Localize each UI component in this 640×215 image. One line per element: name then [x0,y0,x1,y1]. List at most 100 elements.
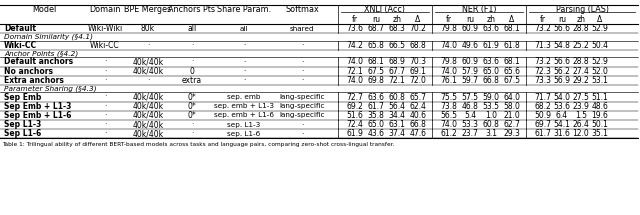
Text: ru: ru [466,15,474,24]
Text: Table 1: Trilingual ability of different BERT-based models across tasks and lang: Table 1: Trilingual ability of different… [2,142,394,147]
Text: fr: fr [352,15,358,24]
Text: ·: · [104,102,106,111]
Text: ·: · [104,76,106,85]
Text: fr: fr [446,15,452,24]
Text: 6.4: 6.4 [556,111,568,120]
Text: ·: · [147,76,149,85]
Text: 46.8: 46.8 [461,102,479,111]
Text: Sep Emb + L1-3: Sep Emb + L1-3 [4,102,72,111]
Text: XNLI (Acc): XNLI (Acc) [365,5,406,14]
Text: 74.2: 74.2 [347,41,364,50]
Text: 71.3: 71.3 [534,41,552,50]
Text: ·: · [191,57,193,66]
Text: 35.1: 35.1 [591,129,609,138]
Text: 68.8: 68.8 [410,41,426,50]
Text: 53.5: 53.5 [483,102,499,111]
Text: ·: · [301,77,303,83]
Text: 72.1: 72.1 [388,76,405,85]
Text: 54.8: 54.8 [554,41,570,50]
Text: 51.1: 51.1 [591,93,609,102]
Text: ru: ru [558,15,566,24]
Text: 62.4: 62.4 [410,102,426,111]
Text: ·: · [243,42,245,48]
Text: extra: extra [182,76,202,85]
Text: 68.3: 68.3 [388,24,405,33]
Text: 75.5: 75.5 [440,93,458,102]
Text: 23.7: 23.7 [461,129,479,138]
Text: 74.0: 74.0 [440,67,458,76]
Text: 79.8: 79.8 [440,57,458,66]
Text: Domain: Domain [90,5,121,14]
Text: 60.8: 60.8 [483,120,499,129]
Text: Wiki-CC: Wiki-CC [90,41,120,50]
Text: ·: · [301,122,303,128]
Text: 74.0: 74.0 [440,120,458,129]
Text: 21.0: 21.0 [504,111,520,120]
Text: lang-specific: lang-specific [279,94,324,100]
Text: ·: · [104,67,106,76]
Text: 63.6: 63.6 [367,93,385,102]
Text: 61.7: 61.7 [534,129,552,138]
Text: 69.1: 69.1 [410,67,426,76]
Text: 73.2: 73.2 [534,24,552,33]
Text: 67.5: 67.5 [367,67,385,76]
Text: 28.8: 28.8 [573,57,589,66]
Text: Sep L1-3: Sep L1-3 [4,120,41,129]
Text: sep. L1-3: sep. L1-3 [227,122,260,128]
Text: 65.6: 65.6 [504,67,520,76]
Text: 56.6: 56.6 [554,57,570,66]
Text: 40k/40k: 40k/40k [132,57,164,66]
Text: 80k: 80k [141,24,155,33]
Text: zh: zh [577,15,586,24]
Text: zh: zh [392,15,401,24]
Text: 66.8: 66.8 [483,76,499,85]
Text: 57.9: 57.9 [461,67,479,76]
Text: 65.0: 65.0 [483,67,499,76]
Text: 56.6: 56.6 [554,24,570,33]
Text: 73.8: 73.8 [440,102,458,111]
Text: No anchors: No anchors [4,67,53,76]
Text: 29.3: 29.3 [504,129,520,138]
Text: 3.1: 3.1 [485,129,497,138]
Text: 35.8: 35.8 [367,111,385,120]
Text: ·: · [104,129,106,138]
Text: Sep L1-6: Sep L1-6 [4,129,41,138]
Text: ·: · [301,42,303,48]
Text: 68.1: 68.1 [504,57,520,66]
Text: ·: · [147,41,149,50]
Text: Default: Default [4,24,36,33]
Text: 73.2: 73.2 [534,57,552,66]
Text: 37.4: 37.4 [388,129,406,138]
Text: 56.2: 56.2 [554,67,570,76]
Text: NER (F1): NER (F1) [461,5,496,14]
Text: 69.8: 69.8 [367,76,385,85]
Text: ·: · [191,120,193,129]
Text: 61.9: 61.9 [483,41,499,50]
Text: 72.1: 72.1 [347,67,364,76]
Text: 57.5: 57.5 [461,93,479,102]
Text: 72.4: 72.4 [347,120,364,129]
Text: 28.8: 28.8 [573,24,589,33]
Text: 59.7: 59.7 [461,76,479,85]
Text: 23.9: 23.9 [573,102,589,111]
Text: 66.8: 66.8 [410,120,426,129]
Text: 65.7: 65.7 [410,93,426,102]
Text: 60.8: 60.8 [388,93,405,102]
Text: ·: · [104,120,106,129]
Text: Parsing (LAS): Parsing (LAS) [556,5,609,14]
Text: 74.0: 74.0 [346,57,364,66]
Text: 61.2: 61.2 [440,129,458,138]
Text: ·: · [191,129,193,138]
Text: 40k/40k: 40k/40k [132,111,164,120]
Text: 48.6: 48.6 [591,102,609,111]
Text: 67.7: 67.7 [388,67,406,76]
Text: 68.1: 68.1 [504,24,520,33]
Text: 64.0: 64.0 [504,93,520,102]
Text: 69.2: 69.2 [347,102,364,111]
Text: ·: · [243,77,245,83]
Text: sep. L1-6: sep. L1-6 [227,131,260,137]
Text: sep. emb + L1-6: sep. emb + L1-6 [214,112,274,118]
Text: 56.4: 56.4 [388,102,406,111]
Text: lang-specific: lang-specific [279,112,324,118]
Text: 63.1: 63.1 [388,120,405,129]
